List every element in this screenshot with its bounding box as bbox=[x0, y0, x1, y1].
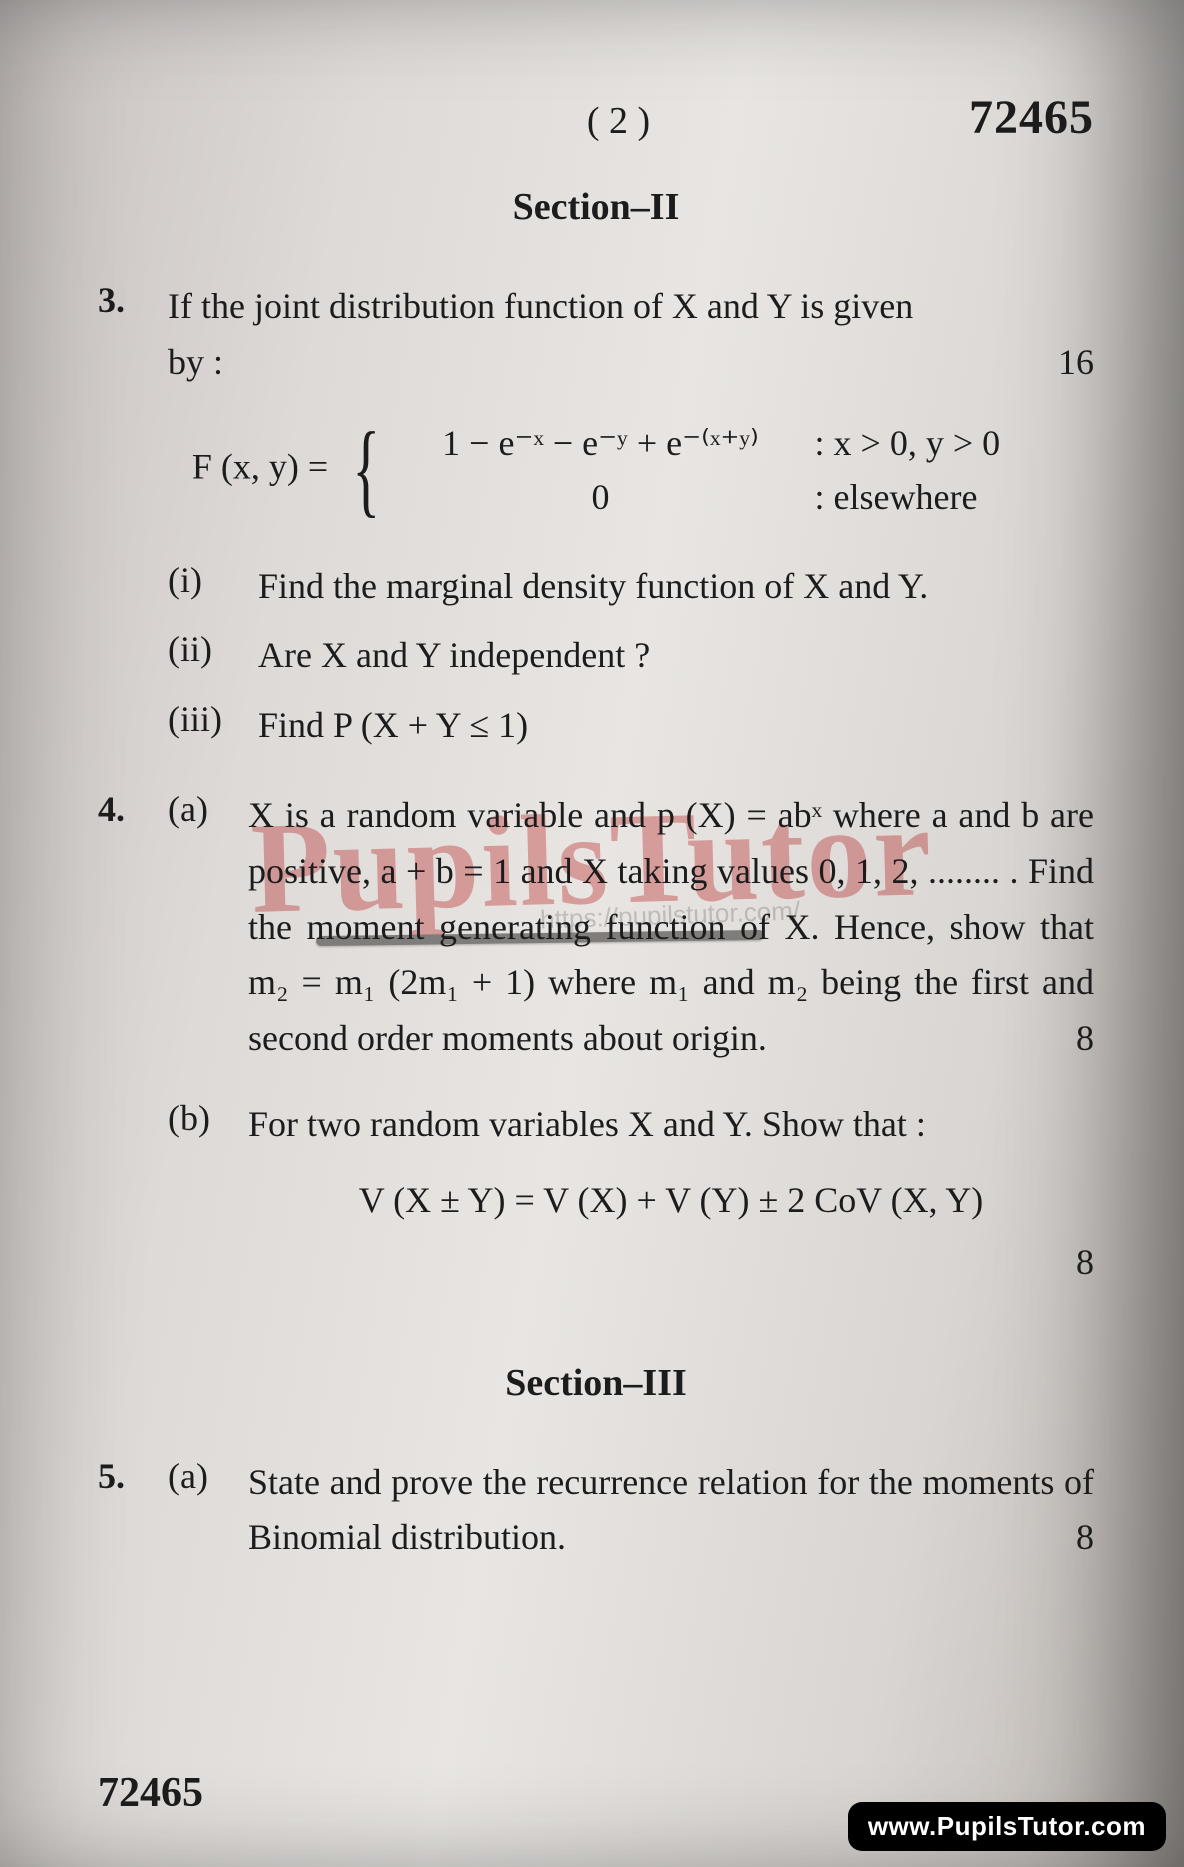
q3-number: 3. bbox=[98, 279, 168, 321]
exam-paper-page: PupilsTutor https://pupilstutor.com/ ( 2… bbox=[0, 0, 1184, 1867]
brace-icon: { bbox=[352, 430, 380, 509]
q3-iii-label: (iii) bbox=[168, 698, 258, 740]
piecewise-table: 1 − e⁻ˣ − e⁻ʸ + e⁻⁽ˣ⁺ʸ⁾ : x > 0, y > 0 0… bbox=[391, 416, 1001, 524]
question-4: 4. (a) X is a random variable and p (X) … bbox=[98, 788, 1094, 1067]
piece1-expr: 1 − e⁻ˣ − e⁻ʸ + e⁻⁽ˣ⁺ʸ⁾ bbox=[391, 416, 811, 470]
q3-part-i: (i) Find the marginal density function o… bbox=[168, 559, 1094, 615]
q3-intro-line1: If the joint distribution function of X … bbox=[168, 286, 913, 326]
q4b-text: For two random variables X and Y. Show t… bbox=[248, 1104, 926, 1144]
question-5: 5. (a) State and prove the recurrence re… bbox=[98, 1455, 1094, 1567]
piece1-cond: : x > 0, y > 0 bbox=[815, 416, 1001, 470]
q4-number: 4. bbox=[98, 788, 168, 830]
q5a-marks: 8 bbox=[1076, 1510, 1094, 1566]
q3-formula: F (x, y) = { 1 − e⁻ˣ − e⁻ʸ + e⁻⁽ˣ⁺ʸ⁾ : x… bbox=[98, 416, 1094, 524]
q5a-text: State and prove the recurrence relation … bbox=[248, 1462, 1094, 1558]
piece2-expr: 0 bbox=[391, 470, 811, 524]
q4a-label: (a) bbox=[168, 788, 248, 830]
q3-ii-text: Are X and Y independent ? bbox=[258, 628, 1094, 684]
q5a-body: State and prove the recurrence relation … bbox=[248, 1455, 1094, 1567]
piece2-cond: : elsewhere bbox=[815, 470, 978, 524]
q4b-marks: 8 bbox=[1076, 1235, 1094, 1291]
q5-number: 5. bbox=[98, 1455, 168, 1497]
q4b-label: (b) bbox=[168, 1097, 248, 1139]
q3-marks: 16 bbox=[1058, 335, 1094, 391]
q5a-label: (a) bbox=[168, 1455, 248, 1497]
q4a-text: X is a random variable and p (X) = abˣ w… bbox=[248, 788, 1094, 1067]
q3-body: If the joint distribution function of X … bbox=[168, 279, 1094, 391]
q4a-text-span: X is a random variable and p (X) = abˣ w… bbox=[248, 795, 1094, 1058]
q3-formula-lhs: F (x, y) = bbox=[192, 446, 337, 486]
q3-ii-label: (ii) bbox=[168, 628, 258, 670]
section-2-title: Section–II bbox=[98, 185, 1094, 229]
q4b-formula: V (X ± Y) = V (X) + V (Y) ± 2 CoV (X, Y) bbox=[248, 1173, 1094, 1227]
q3-part-iii: (iii) Find P (X + Y ≤ 1) bbox=[168, 698, 1094, 754]
paper-code-footer: 72465 bbox=[98, 1769, 203, 1817]
page-header-row: ( 2 ) 72465 bbox=[98, 90, 1094, 145]
q3-part-ii: (ii) Are X and Y independent ? bbox=[168, 628, 1094, 684]
q3-i-label: (i) bbox=[168, 559, 258, 601]
question-4b: (b) For two random variables X and Y. Sh… bbox=[98, 1097, 1094, 1291]
q3-i-text: Find the marginal density function of X … bbox=[258, 559, 1094, 615]
q3-iii-text: Find P (X + Y ≤ 1) bbox=[258, 698, 1094, 754]
q4a-marks: 8 bbox=[1076, 1011, 1094, 1067]
q3-intro-line2: by : bbox=[168, 342, 223, 382]
page-number: ( 2 ) bbox=[268, 99, 969, 143]
paper-code-top: 72465 bbox=[969, 90, 1094, 145]
site-badge: www.PupilsTutor.com bbox=[848, 1802, 1166, 1851]
page-content: ( 2 ) 72465 Section–II 3. If the joint d… bbox=[98, 90, 1094, 1827]
question-3: 3. If the joint distribution function of… bbox=[98, 279, 1094, 391]
q4b-body: For two random variables X and Y. Show t… bbox=[248, 1097, 1094, 1291]
section-3-title: Section–III bbox=[98, 1361, 1094, 1405]
